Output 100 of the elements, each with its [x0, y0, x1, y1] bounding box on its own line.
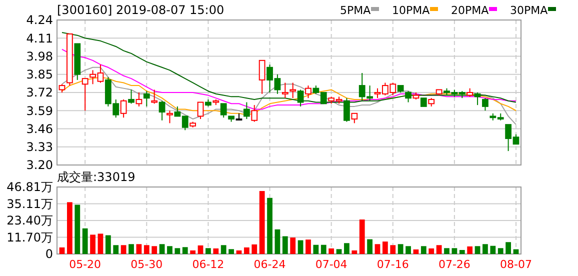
y-tick-label: 3.85 [26, 68, 53, 82]
bar [167, 246, 172, 254]
bar [144, 245, 150, 254]
bar [152, 246, 158, 254]
bar [359, 220, 365, 254]
candlestick [258, 60, 266, 94]
y-tick-label: 11.70万 [6, 230, 53, 244]
bar [482, 244, 488, 254]
y-tick-label: 3.72 [26, 86, 53, 100]
candlestick [158, 100, 166, 121]
bar [182, 247, 188, 254]
candlestick [251, 104, 258, 122]
bar [159, 244, 165, 254]
bar [398, 244, 404, 254]
y-tick-label: 3.98 [26, 49, 53, 64]
legend-label: 5PMA [340, 4, 372, 17]
legend-label: 10PMA [392, 4, 430, 17]
bar [436, 245, 442, 254]
bar [213, 248, 219, 254]
bar [252, 244, 258, 254]
bar [105, 235, 111, 254]
bar [406, 246, 411, 254]
bar [174, 248, 180, 254]
bar [367, 239, 372, 254]
bar [328, 248, 334, 254]
bar [506, 242, 511, 254]
bar [274, 229, 280, 254]
bar [206, 248, 211, 254]
x-tick-label: 07-26 [438, 258, 470, 271]
bar [59, 247, 65, 254]
x-tick-label: 06-12 [192, 258, 224, 271]
candlestick [151, 89, 158, 104]
x-tick-label: 06-24 [254, 258, 286, 271]
bar [352, 250, 358, 254]
candlestick [282, 82, 288, 99]
bar [390, 245, 396, 254]
y-tick-label: 35.11万 [6, 196, 53, 211]
candlestick [344, 98, 350, 122]
bar [113, 245, 119, 254]
y-tick-label: 3.20 [26, 158, 53, 172]
candlestick [197, 102, 204, 120]
candlestick [474, 92, 481, 106]
bar [128, 244, 134, 254]
x-tick-label: 08-07 [500, 258, 532, 271]
bar [306, 240, 311, 254]
bar [259, 191, 265, 254]
candlestick [82, 78, 88, 112]
candlestick [305, 85, 312, 99]
bar [190, 250, 196, 254]
bar [67, 202, 72, 254]
chart-title: 成交量:33019 [57, 170, 136, 184]
y-tick-label: 3.46 [26, 122, 53, 136]
candlestick [128, 89, 134, 104]
candlestick [166, 110, 173, 124]
candlestick [297, 89, 304, 107]
candlestick [143, 90, 150, 107]
bar [498, 248, 504, 254]
candlestick [351, 112, 358, 124]
candlestick [120, 98, 127, 118]
y-tick-label: 3.59 [26, 104, 53, 118]
bar [344, 243, 350, 254]
y-tick-label: 4.11 [26, 31, 53, 46]
bar [236, 250, 242, 254]
candlestick [220, 103, 227, 118]
bar [313, 244, 319, 254]
y-tick-label: 4.24 [26, 13, 53, 28]
legend-label: 30PMA [510, 4, 548, 17]
bar [444, 248, 450, 254]
bar [467, 246, 473, 254]
candlestick [136, 92, 142, 107]
x-tick-label: 07-16 [376, 258, 409, 271]
bar [474, 246, 480, 254]
y-tick-label: 46.81万 [6, 180, 53, 194]
y-tick-label: 23.40万 [6, 214, 53, 228]
bar [244, 247, 250, 254]
bar [98, 234, 104, 254]
bar [90, 234, 96, 254]
chart-title: [300160] 2019-08-07 15:00 [57, 3, 224, 17]
bar [136, 244, 142, 254]
bar [374, 244, 380, 254]
candlestick [405, 90, 412, 103]
y-tick-label: 3.33 [26, 140, 53, 154]
bar [320, 244, 326, 254]
x-tick-label: 07-04 [315, 258, 348, 271]
y-tick-label: 0 [45, 247, 53, 262]
x-tick-label: 05-20 [69, 258, 102, 271]
bar [120, 245, 126, 254]
candlestick [482, 98, 488, 112]
bar [420, 246, 426, 254]
candlestick [243, 102, 250, 120]
bar [82, 228, 88, 254]
bar [228, 249, 234, 254]
bar [298, 240, 304, 254]
bar [282, 236, 288, 254]
bar [220, 245, 226, 254]
candlestick [290, 82, 296, 99]
bar [267, 198, 272, 254]
bar [290, 238, 296, 254]
bar [413, 249, 419, 254]
legend-label: 20PMA [451, 4, 490, 17]
